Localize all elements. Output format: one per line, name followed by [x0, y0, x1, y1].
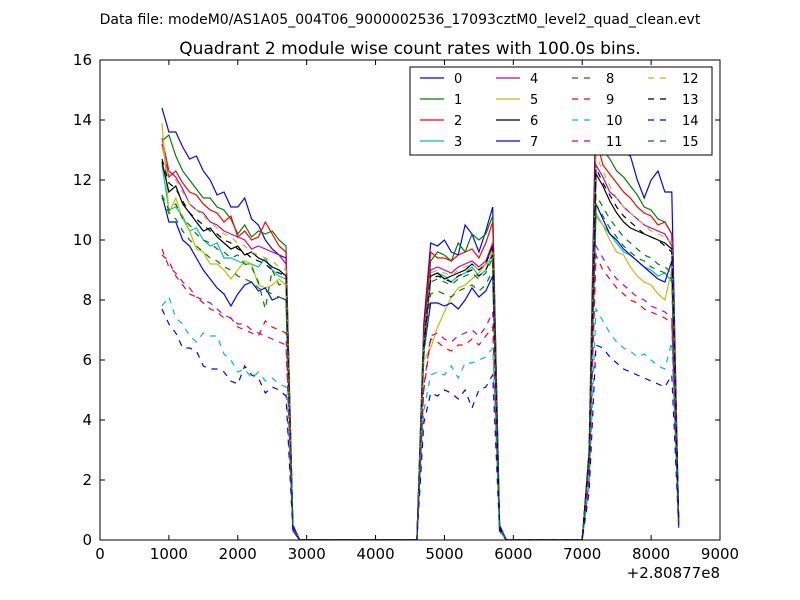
- legend-label-6: 6: [530, 114, 538, 129]
- legend-label-2: 2: [454, 114, 462, 129]
- plot-area: 0 1000 2000 3000 4000 5000 6000 7000 8000 9000 0 2 4…: [73, 51, 739, 563]
- series-line-11: [161, 243, 680, 540]
- y-tick-label: 16: [73, 51, 92, 69]
- legend-label-14: 14: [682, 114, 699, 129]
- series-line-7: [161, 194, 680, 540]
- series-line-10: [161, 295, 680, 540]
- legend-label-3: 3: [454, 135, 462, 150]
- x-offset-label: +2.80877e8: [627, 564, 720, 582]
- suptitle: Data file: modeM0/AS1A05_004T06_90000025…: [100, 12, 701, 28]
- x-tick-label: 1000: [150, 545, 188, 563]
- y-tick-label: 4: [82, 411, 92, 429]
- chart-title: Quadrant 2 module wise count rates with …: [179, 39, 640, 59]
- series-line-15: [161, 197, 680, 540]
- y-tick-label: 10: [73, 231, 92, 249]
- legend-label-15: 15: [682, 135, 699, 150]
- series-line-14: [161, 308, 680, 540]
- legend-label-11: 11: [606, 135, 623, 150]
- legend-label-10: 10: [606, 114, 623, 129]
- y-tick-label: 12: [73, 171, 92, 189]
- legend-label-1: 1: [454, 93, 462, 108]
- legend-label-8: 8: [606, 72, 614, 87]
- x-tick-label: 0: [95, 545, 105, 563]
- x-tick-label: 3000: [288, 545, 326, 563]
- series-group: [161, 95, 680, 540]
- series-line-8: [161, 192, 680, 540]
- legend-label-0: 0: [454, 72, 462, 87]
- x-tick-label: 8000: [632, 545, 670, 563]
- legend-label-4: 4: [530, 72, 538, 87]
- y-tick-label: 2: [82, 471, 92, 489]
- y-tick-label: 14: [73, 111, 92, 129]
- legend-label-13: 13: [682, 93, 699, 108]
- x-tick-label: 7000: [563, 545, 601, 563]
- y-tick-label: 6: [82, 351, 92, 369]
- series-line-13: [161, 158, 680, 540]
- x-tick-label: 4000: [356, 545, 394, 563]
- legend-label-12: 12: [682, 72, 699, 87]
- legend-label-7: 7: [530, 135, 538, 150]
- legend-label-5: 5: [530, 93, 538, 108]
- legend-label-9: 9: [606, 93, 614, 108]
- legend-frame: [409, 66, 713, 156]
- y-tick-label: 8: [82, 291, 92, 309]
- x-tick-label: 9000: [701, 545, 739, 563]
- x-tick-label: 2000: [219, 545, 257, 563]
- series-line-9: [161, 254, 680, 540]
- y-tick-label: 0: [82, 531, 92, 549]
- x-tick-label: 6000: [494, 545, 532, 563]
- x-tick-label: 5000: [425, 545, 463, 563]
